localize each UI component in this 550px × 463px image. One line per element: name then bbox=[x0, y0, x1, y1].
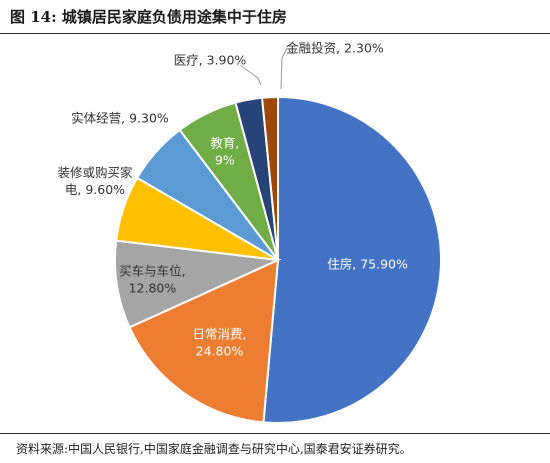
leader-line-7 bbox=[280, 47, 288, 90]
slice-label-6: 医疗, 3.90% bbox=[174, 52, 247, 67]
slice-label-line: 医疗, 3.90% bbox=[174, 52, 247, 67]
slice-label-line: 金融投资, 2.30% bbox=[286, 40, 384, 55]
slice-label-line: 9% bbox=[215, 153, 235, 168]
pie-slice-0 bbox=[262, 95, 442, 424]
slice-label-0: 住房, 75.90% bbox=[327, 256, 408, 271]
title-divider bbox=[0, 33, 550, 34]
slice-label-7: 金融投资, 2.30% bbox=[286, 40, 384, 55]
slice-label-line: 24.80% bbox=[196, 343, 244, 358]
slice-label-line: 12.80% bbox=[129, 280, 177, 295]
slice-label-1: 日常消费, 24.80% bbox=[193, 326, 247, 358]
pie-chart: 住房, 75.90% 日常消费, 24.80% 买车与车位, 12.80% 装修或购买家电… bbox=[0, 34, 550, 432]
pie-slice-2 bbox=[114, 239, 282, 329]
slice-label-line: 日常消费, bbox=[193, 326, 247, 341]
slice-label-2: 买车与车位, 12.80% bbox=[119, 263, 185, 295]
figure-title-bar: 图 14: 城镇居民家庭负债用途集中于住房 bbox=[0, 0, 550, 34]
pie-chart-svg: 住房, 75.90% 日常消费, 24.80% 买车与车位, 12.80% 装修或购买家电… bbox=[57, 40, 442, 424]
pie-slice-1 bbox=[128, 258, 280, 424]
slice-label-line: 实体经营, 9.30% bbox=[71, 110, 169, 125]
slice-label-line: 装修或购买家 bbox=[57, 165, 133, 180]
leader-line-6 bbox=[239, 64, 262, 86]
slice-label-line: 教育, bbox=[210, 136, 239, 151]
pie-slice-7 bbox=[260, 95, 279, 261]
slice-label-line: 电, 9.60% bbox=[65, 182, 125, 197]
source-note: 资料来源:中国人民银行,中国家庭金融调查与研究中心,国泰君安证券研究。 bbox=[16, 442, 412, 456]
figure-title: 图 14: 城镇居民家庭负债用途集中于住房 bbox=[10, 8, 287, 26]
source-divider bbox=[0, 433, 550, 434]
slice-label-4: 实体经营, 9.30% bbox=[71, 110, 169, 125]
slice-label-line: 住房, 75.90% bbox=[327, 256, 408, 271]
slice-label-3: 装修或购买家电, 9.60% bbox=[57, 165, 133, 197]
slice-label-line: 买车与车位, bbox=[119, 263, 185, 278]
slice-label-5: 教育, 9% bbox=[210, 136, 239, 168]
